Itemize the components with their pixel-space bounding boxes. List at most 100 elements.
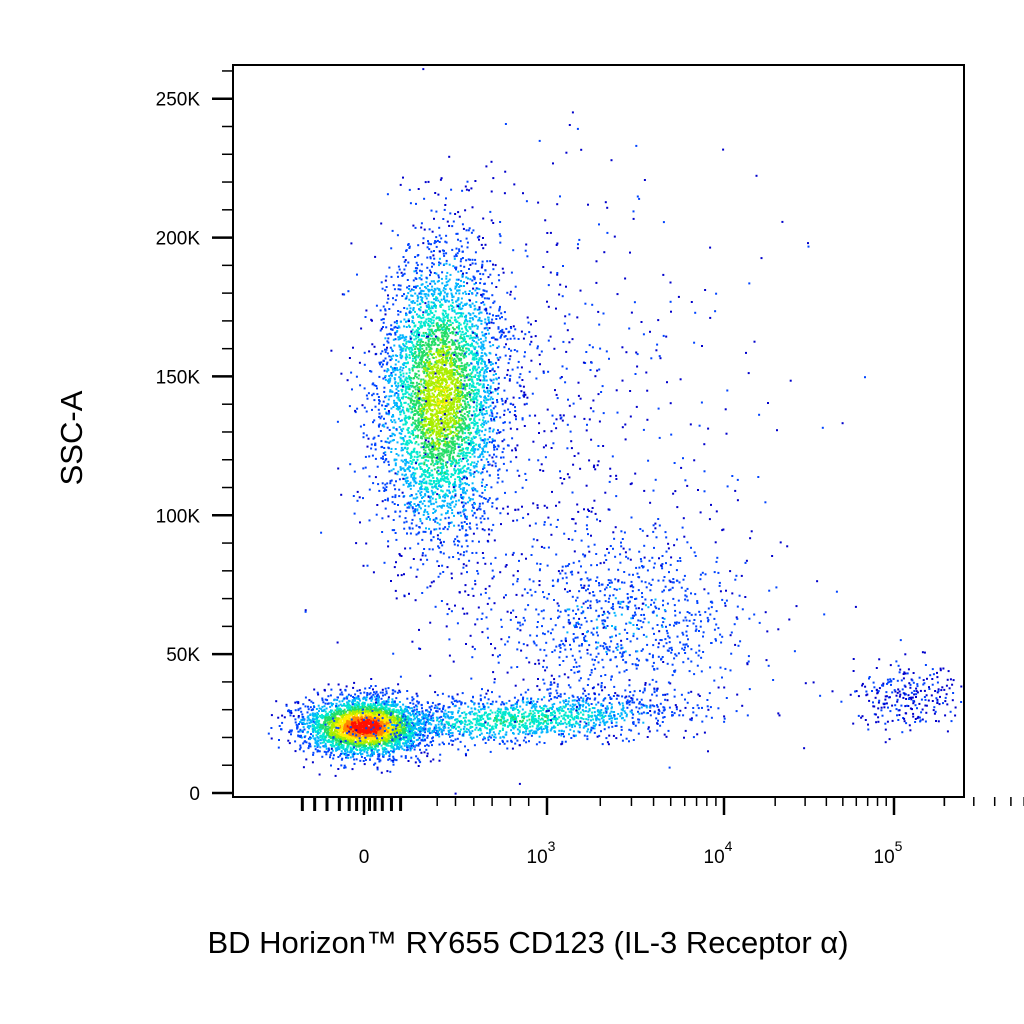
event-dot [387,297,390,300]
event-dot [448,742,450,745]
event-dot [376,735,379,738]
event-dot [328,727,331,730]
event-dot [438,425,441,428]
event-dot [329,754,332,757]
event-dot [484,339,487,342]
event-dot [339,738,342,741]
event-dot [316,713,319,716]
event-dot [368,746,371,749]
event-dot [383,488,386,491]
event-dot [344,737,346,739]
event-dot [419,309,422,312]
event-dot [480,351,483,354]
event-dot [378,738,381,740]
event-dot [368,350,371,353]
event-dot [349,741,351,743]
event-dot [400,715,403,717]
event-dot [535,377,538,380]
event-dot [428,427,431,430]
event-dot [378,415,381,418]
event-dot [456,380,459,383]
event-dot [322,738,325,741]
event-dot [485,165,488,168]
event-dot [369,727,372,730]
event-dot [476,561,479,564]
event-dot [307,724,310,727]
event-dot [371,751,374,754]
event-dot [374,762,377,765]
event-dot [355,717,358,720]
event-dot [432,480,435,482]
event-dot [370,696,372,699]
event-dot [466,454,469,457]
event-dot [447,733,450,736]
event-dot [473,386,476,389]
event-dot [439,290,442,293]
event-dot [331,742,334,745]
event-dot [374,692,377,695]
event-dot [410,735,413,738]
event-dot [427,720,429,723]
event-dot [379,728,382,731]
event-dot [422,721,425,724]
event-dot [372,728,375,731]
event-dot [341,726,344,729]
event-dot [401,347,404,350]
event-dot [485,412,488,415]
event-dot [432,502,435,505]
event-dot [496,412,499,415]
event-dot [327,695,330,698]
event-dot [415,728,418,730]
event-dot [385,740,388,743]
event-dot [297,730,300,733]
event-dot [432,263,435,266]
event-dot [343,728,346,731]
event-dot [343,733,346,736]
event-dot [403,573,405,576]
event-dot [428,713,431,716]
event-dot [441,435,444,437]
event-dot [334,774,337,777]
event-dot [338,720,341,723]
event-dot [412,732,415,734]
event-dot [349,704,352,707]
event-dot [299,746,302,749]
event-dot [350,740,353,743]
event-dot [379,707,382,710]
event-dot [432,512,435,514]
event-dot [465,272,468,274]
event-dot [409,566,412,569]
event-dot [308,699,311,702]
event-dot [409,547,412,550]
event-dot [295,723,298,726]
event-dot [372,718,375,721]
event-dot [360,742,363,745]
event-dot [353,742,356,745]
event-dot [468,391,471,393]
event-dot [406,710,409,713]
event-dot [377,711,379,714]
event-dot [374,698,377,701]
event-dot [297,735,300,738]
event-dot [401,473,404,476]
event-dot [412,745,415,748]
event-dot [486,500,489,503]
event-dot [352,708,354,711]
event-dot [423,751,426,754]
event-dot [333,722,336,725]
event-dot [343,752,346,755]
event-dot [376,766,379,769]
event-dot [336,699,339,701]
event-dot [448,392,451,395]
event-dot [482,385,484,388]
event-dot [341,693,344,696]
event-dot [372,736,375,739]
event-dot [379,740,381,743]
event-dot [331,709,334,712]
event-dot [326,722,329,725]
event-dot [338,746,341,749]
event-dot [320,713,323,716]
event-dot [404,705,407,708]
event-dot [508,378,511,381]
event-dot [505,327,508,330]
